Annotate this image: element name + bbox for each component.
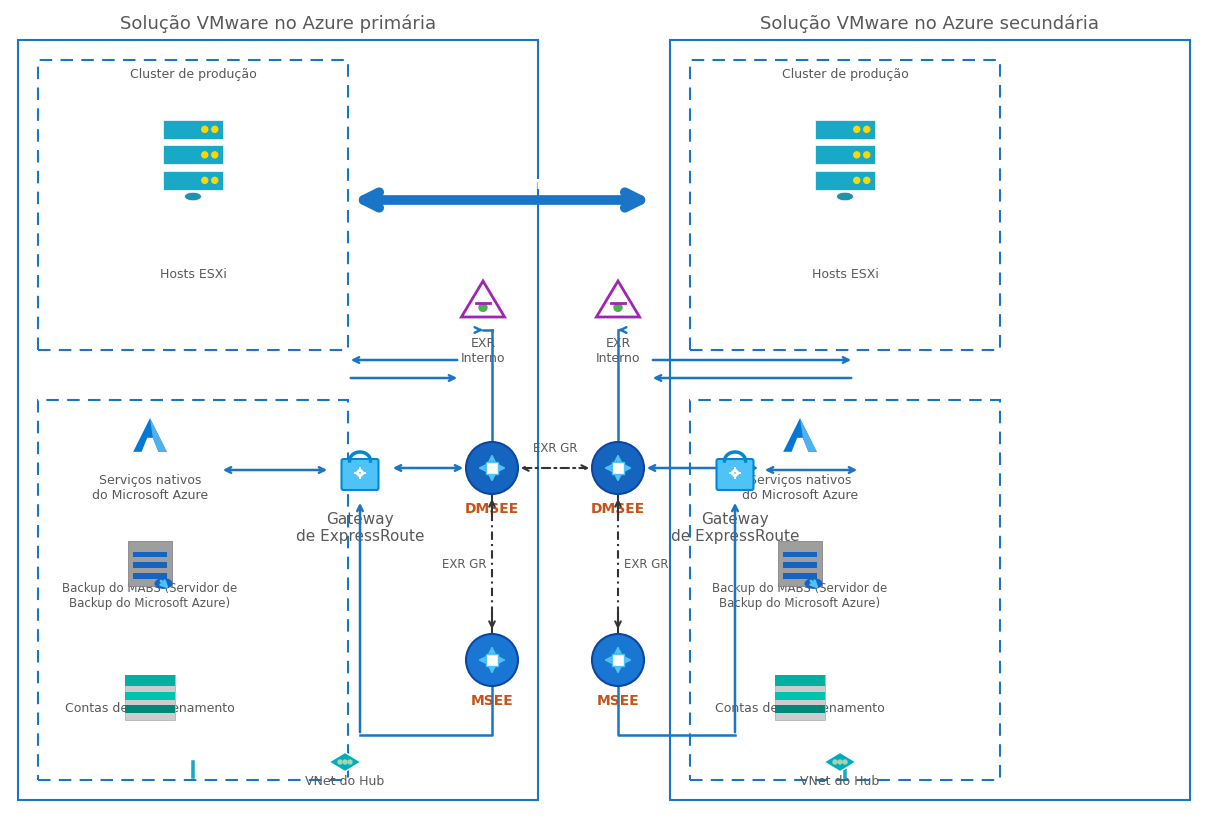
Text: EXR GR: EXR GR [624,557,669,570]
Text: Serviços nativos
do Microsoft Azure: Serviços nativos do Microsoft Azure [92,474,208,502]
FancyBboxPatch shape [126,705,175,713]
FancyBboxPatch shape [782,562,817,568]
Circle shape [863,127,869,132]
Polygon shape [800,418,817,452]
FancyBboxPatch shape [815,145,875,164]
Circle shape [614,303,621,312]
Circle shape [843,760,848,764]
FancyBboxPatch shape [775,705,825,713]
FancyBboxPatch shape [163,171,222,190]
Text: DMSEE: DMSEE [465,502,519,516]
Text: MSEE: MSEE [470,694,514,708]
Text: EXR GR: EXR GR [533,442,577,455]
Text: Solução VMware no Azure primária: Solução VMware no Azure primária [120,15,436,34]
Text: Gateway
de ExpressRoute: Gateway de ExpressRoute [296,512,424,544]
FancyBboxPatch shape [163,145,222,164]
FancyBboxPatch shape [782,552,817,556]
Circle shape [465,634,517,686]
Ellipse shape [185,192,202,201]
Text: Cluster de produção: Cluster de produção [129,68,256,81]
Text: Gateway
de ExpressRoute: Gateway de ExpressRoute [671,512,799,544]
Text: Contas de armazenamento: Contas de armazenamento [65,702,235,715]
Circle shape [339,760,342,764]
Text: Serviços nativos
do Microsoft Azure: Serviços nativos do Microsoft Azure [742,474,858,502]
Text: Hosts ESXi: Hosts ESXi [160,268,226,281]
Circle shape [202,152,208,158]
Text: Contas de armazenamento: Contas de armazenamento [716,702,885,715]
FancyBboxPatch shape [486,654,498,666]
Circle shape [212,178,218,183]
Circle shape [854,127,860,132]
FancyBboxPatch shape [612,462,624,473]
FancyBboxPatch shape [133,573,167,579]
FancyBboxPatch shape [133,562,167,568]
Circle shape [592,442,644,494]
Text: DMSEE: DMSEE [591,502,646,516]
Text: Cluster de produção: Cluster de produção [782,68,908,81]
FancyBboxPatch shape [775,691,825,700]
Circle shape [479,303,487,312]
FancyBboxPatch shape [717,459,753,490]
Circle shape [854,178,860,183]
Circle shape [592,634,644,686]
Circle shape [465,442,517,494]
Text: Backup do MABS (Servidor de
Backup do Microsoft Azure): Backup do MABS (Servidor de Backup do Mi… [63,582,238,610]
FancyBboxPatch shape [486,462,498,473]
Polygon shape [329,752,361,772]
Text: MSEE: MSEE [596,694,640,708]
FancyBboxPatch shape [128,541,172,585]
Text: EXR
Interno: EXR Interno [461,337,505,365]
Circle shape [838,760,841,764]
Text: Backup do MABS (Servidor de
Backup do Microsoft Azure): Backup do MABS (Servidor de Backup do Mi… [712,582,887,610]
Ellipse shape [155,578,173,589]
Ellipse shape [837,192,854,201]
FancyBboxPatch shape [133,552,167,556]
FancyBboxPatch shape [163,120,222,139]
FancyBboxPatch shape [782,573,817,579]
Polygon shape [133,418,167,452]
Text: Replicação do SRM-vSphere: Replicação do SRM-vSphere [393,178,612,192]
Text: EXR GR: EXR GR [441,557,486,570]
Circle shape [863,178,869,183]
Circle shape [348,760,352,764]
Text: VNet do Hub: VNet do Hub [306,775,384,788]
Polygon shape [825,752,856,772]
FancyBboxPatch shape [815,171,875,190]
FancyBboxPatch shape [775,675,825,686]
Circle shape [854,152,860,158]
FancyBboxPatch shape [126,675,175,686]
FancyBboxPatch shape [775,675,825,720]
Circle shape [212,127,218,132]
Circle shape [863,152,869,158]
Circle shape [202,178,208,183]
Circle shape [212,152,218,158]
Ellipse shape [804,578,822,589]
Circle shape [343,760,347,764]
Text: VNet do Hub: VNet do Hub [800,775,880,788]
Text: Solução VMware no Azure secundária: Solução VMware no Azure secundária [760,15,1099,34]
FancyBboxPatch shape [777,541,822,585]
FancyBboxPatch shape [126,675,175,720]
Circle shape [833,760,837,764]
Circle shape [202,127,208,132]
Polygon shape [150,418,167,452]
Text: EXR
Interno: EXR Interno [596,337,641,365]
Text: Hosts ESXi: Hosts ESXi [811,268,879,281]
FancyBboxPatch shape [815,120,875,139]
FancyBboxPatch shape [341,459,378,490]
FancyBboxPatch shape [612,654,624,666]
Polygon shape [783,418,817,452]
FancyBboxPatch shape [126,691,175,700]
